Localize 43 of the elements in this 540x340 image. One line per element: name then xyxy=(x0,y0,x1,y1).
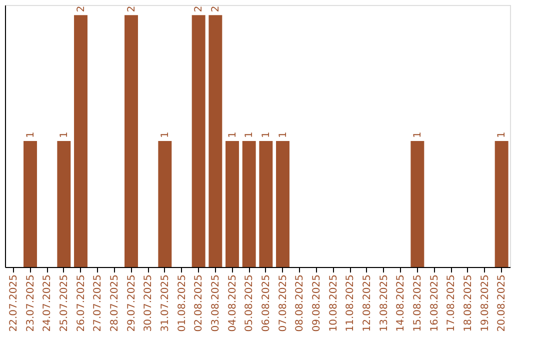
x-tick-label: 28.07.2025 xyxy=(109,274,120,332)
x-tick-label: 13.08.2025 xyxy=(378,274,390,332)
x-tick-label: 03.08.2025 xyxy=(210,274,222,332)
x-tick-label: 24.07.2025 xyxy=(42,274,54,332)
x-tick-label: 22.07.2025 xyxy=(8,274,20,332)
x-tick-label: 05.08.2025 xyxy=(244,274,256,332)
x-tick-label: 11.08.2025 xyxy=(345,274,356,332)
x-tick-label: 10.08.2025 xyxy=(328,274,340,332)
x-tick-label: 19.08.2025 xyxy=(480,274,491,332)
x-tick-label: 26.07.2025 xyxy=(76,274,87,332)
x-tick-label: 18.08.2025 xyxy=(462,274,474,332)
x-tick-label: 20.08.2025 xyxy=(496,274,508,332)
data-label: 1 xyxy=(496,132,508,138)
x-tick-label: 15.08.2025 xyxy=(412,274,424,332)
x-tick-label: 30.07.2025 xyxy=(143,274,154,332)
x-tick-label: 14.08.2025 xyxy=(396,274,407,332)
data-label: 1 xyxy=(160,132,171,138)
data-label: 2 xyxy=(194,6,205,12)
x-tick-label: 07.08.2025 xyxy=(278,274,289,332)
data-label: 1 xyxy=(244,132,256,138)
data-label: 2 xyxy=(126,6,138,12)
x-tick-label: 04.08.2025 xyxy=(227,274,238,332)
x-tick-label: 01.08.2025 xyxy=(176,274,188,332)
x-tick-label: 06.08.2025 xyxy=(260,274,272,332)
data-label: 1 xyxy=(58,132,70,138)
x-tick-label: 29.07.2025 xyxy=(126,274,138,332)
x-tick-label: 17.08.2025 xyxy=(446,274,458,332)
data-label: 2 xyxy=(76,6,87,12)
x-tick-label: 16.08.2025 xyxy=(429,274,440,332)
x-tick-label: 31.07.2025 xyxy=(160,274,171,332)
data-label: 1 xyxy=(227,132,238,138)
x-tick-label: 09.08.2025 xyxy=(311,274,322,332)
x-tick-label: 08.08.2025 xyxy=(294,274,306,332)
x-tick-label: 12.08.2025 xyxy=(362,274,373,332)
data-label: 1 xyxy=(278,132,289,138)
data-label: 1 xyxy=(25,132,36,138)
data-label: 1 xyxy=(412,132,424,138)
x-tick-label: 25.07.2025 xyxy=(58,274,70,332)
data-label: 1 xyxy=(260,132,272,138)
data-label: 2 xyxy=(210,6,222,12)
x-tick-label: 23.07.2025 xyxy=(25,274,36,332)
x-tick-label: 02.08.2025 xyxy=(194,274,205,332)
x-tick-label: 27.07.2025 xyxy=(92,274,104,332)
